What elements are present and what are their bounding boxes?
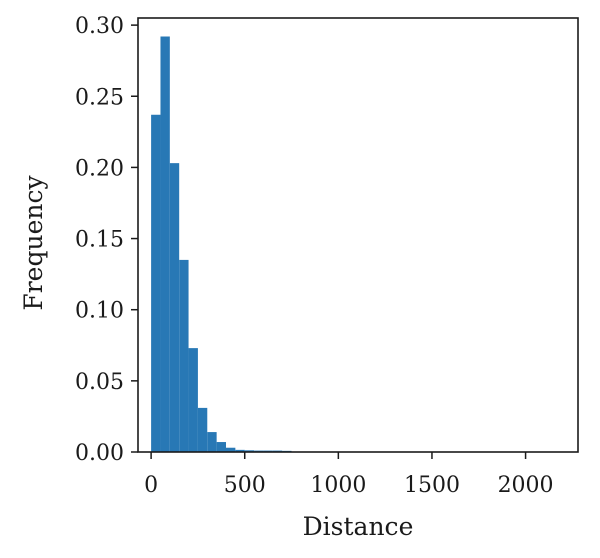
y-tick-label: 0.20 <box>75 156 124 181</box>
y-tick-label: 0.30 <box>75 14 124 39</box>
x-tick-label: 500 <box>224 473 266 498</box>
plot-frame <box>137 17 579 453</box>
y-tick-label: 0.05 <box>75 370 124 395</box>
x-axis-label: Distance <box>303 512 414 541</box>
y-tick-label: 0.25 <box>75 85 124 110</box>
y-tick-label: 0.10 <box>75 299 124 324</box>
x-tick-label: 0 <box>144 473 158 498</box>
histogram-bar <box>197 407 208 452</box>
histogram-bar <box>244 450 255 452</box>
y-axis-label: Frequency <box>19 175 48 311</box>
histogram-bar <box>235 449 245 452</box>
x-tick-label: 2000 <box>498 473 554 498</box>
histogram-bar <box>151 114 161 452</box>
x-tick-label: 1000 <box>310 473 366 498</box>
bars-group <box>151 36 292 452</box>
histogram-bar <box>207 432 217 452</box>
y-tick-label: 0.00 <box>75 441 124 466</box>
histogram-bar <box>160 36 170 452</box>
histogram-bar <box>226 447 236 452</box>
histogram-bar <box>169 163 180 452</box>
y-tick-label: 0.15 <box>75 228 124 253</box>
x-tick-label: 1500 <box>404 473 460 498</box>
histogram-bar <box>179 259 189 452</box>
histogram-bar <box>216 442 226 452</box>
histogram-bar <box>188 348 198 452</box>
